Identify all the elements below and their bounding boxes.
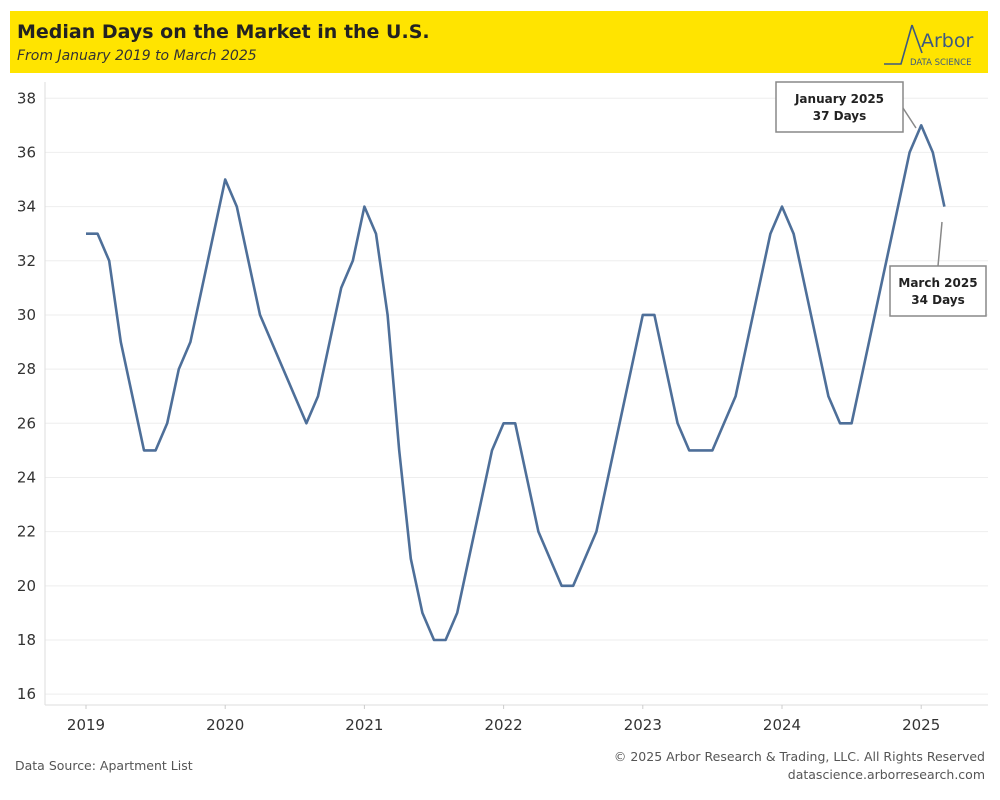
data-source-note: Data Source: Apartment List [15,758,193,773]
x-tick-label: 2020 [206,716,244,734]
x-axis-ticks: 2019 2020 2021 2022 2023 2024 2025 [67,705,940,734]
y-tick-label: 30 [17,306,36,324]
chart-subtitle: From January 2019 to March 2025 [17,48,257,64]
annotation-jan-2025: January 2025 37 Days [775,81,904,133]
annotation-mar-2025-line2: 34 Days [911,293,965,307]
annotation-leader-jan-2025 [902,107,917,129]
y-tick-label: 18 [17,631,36,649]
y-tick-label: 20 [17,577,36,595]
x-tick-label: 2024 [763,716,801,734]
series-line-median-days [86,124,946,642]
y-tick-label: 36 [17,143,36,161]
y-tick-label: 24 [17,468,36,486]
header-banner: Median Days on the Market in the U.S. Fr… [10,11,988,73]
logo-subtext: DATA SCIENCE [910,58,971,68]
x-tick-label: 2019 [67,716,105,734]
x-tick-label: 2025 [902,716,940,734]
x-tick-label: 2023 [624,716,662,734]
arbor-logo: Arbor DATA SCIENCE [884,24,973,68]
y-tick-label: 22 [17,523,36,541]
y-tick-label: 32 [17,252,36,270]
x-tick-label: 2022 [485,716,523,734]
annotation-mar-2025: March 2025 34 Days [889,265,987,317]
gridlines [45,97,988,695]
y-tick-label: 38 [17,89,36,107]
annotation-mar-2025-line1: March 2025 [898,276,977,290]
x-tick-label: 2021 [345,716,383,734]
website-link[interactable]: datascience.arborresearch.com [787,767,985,782]
y-tick-label: 16 [17,685,36,703]
annotation-box-jan-2025 [775,81,904,133]
y-tick-label: 34 [17,198,36,216]
annotation-jan-2025-line1: January 2025 [794,92,884,106]
y-tick-label: 26 [17,414,36,432]
annotation-box-mar-2025 [889,265,987,317]
y-tick-label: 28 [17,360,36,378]
annotation-jan-2025-line2: 37 Days [813,109,867,123]
copyright-note: © 2025 Arbor Research & Trading, LLC. Al… [613,749,985,764]
logo-text: Arbor [921,30,973,52]
y-axis-ticks: 16 18 20 22 24 26 28 30 32 34 36 38 [17,89,36,703]
annotation-leader-mar-2025 [937,221,943,267]
chart-title: Median Days on the Market in the U.S. [17,21,430,43]
